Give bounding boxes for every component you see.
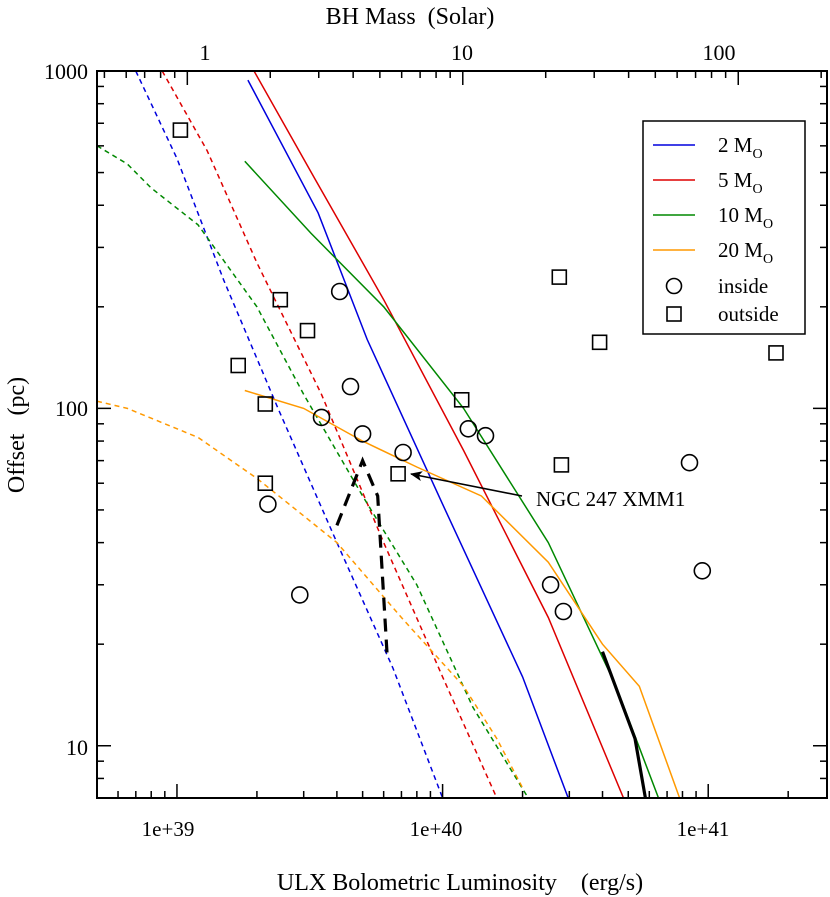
- inside-point-2: [290, 586, 309, 604]
- legend-label-10m: 10 MO: [718, 203, 773, 232]
- y-tick-label-1: 10: [66, 735, 88, 760]
- annotation-arrow: [410, 471, 523, 497]
- inside-point-8: [459, 419, 478, 438]
- outside-point-7: [390, 465, 406, 482]
- tick-layer: [96, 71, 827, 799]
- legend-circle-icon: [665, 277, 683, 295]
- inside-point-12: [680, 453, 699, 472]
- outside-point-8: [453, 391, 470, 408]
- top-tick-label-1: 1: [200, 40, 211, 65]
- inside-point-5: [341, 377, 360, 396]
- series-black-dashed: [335, 456, 389, 660]
- outside-point-2: [230, 357, 246, 374]
- series-20-m: [244, 389, 681, 798]
- x-tick-label-2: 1e+40: [410, 817, 463, 841]
- plot-frame: [96, 70, 828, 799]
- outside-point-4: [257, 475, 274, 492]
- y-tick-label-3: 1000: [44, 59, 88, 84]
- x-axis-label: ULX Bolometric Luminosity (erg/s): [277, 870, 643, 896]
- inside-point-10: [541, 575, 560, 594]
- outside-point-12: [768, 345, 784, 361]
- series-20-m-dashed: [97, 400, 524, 789]
- legend-label-20m: 20 MO: [718, 238, 773, 267]
- legend-label-outside: outside: [718, 302, 779, 326]
- legend-label-5m: 5 MO: [718, 168, 763, 197]
- series-2-m: [247, 79, 569, 798]
- series-5-m: [253, 71, 625, 798]
- legend: 2 MO 5 MO 10 MO 20 MO inside outside: [642, 120, 806, 335]
- inside-point-11: [554, 602, 573, 621]
- x-tick-label-1: 1e+39: [142, 817, 195, 841]
- outside-point-3: [257, 396, 274, 412]
- outside-point-9: [551, 269, 568, 285]
- series-2-m-dashed: [135, 71, 444, 798]
- top-tick-label-3: 100: [703, 40, 736, 65]
- inside-point-4: [330, 282, 349, 301]
- inside-point-6: [353, 425, 372, 443]
- inside-point-7: [394, 443, 412, 462]
- annotation-label: NGC 247 XMM1: [536, 487, 685, 511]
- legend-box: [642, 120, 806, 335]
- top-tick-label-2: 10: [451, 40, 473, 65]
- series-5-m-dashed: [161, 71, 498, 798]
- series-layer: [97, 71, 681, 798]
- outside-point-5: [272, 291, 289, 308]
- x-tick-label-3: 1e+41: [677, 817, 730, 841]
- legend-label-inside: inside: [718, 274, 768, 298]
- y-axis-label: Offset (pc): [4, 377, 30, 493]
- inside-point-9: [476, 426, 495, 445]
- y-tick-label-2: 100: [55, 396, 88, 421]
- series-10-m-dashed: [97, 145, 529, 798]
- outside-point-10: [553, 457, 570, 473]
- outside-point-1: [172, 122, 189, 138]
- inside-point-13: [693, 561, 712, 580]
- series-10-m: [244, 160, 660, 798]
- outside-point-6: [299, 322, 316, 339]
- top-axis-label: BH Mass (Solar): [326, 4, 495, 30]
- inside-point-3: [312, 408, 331, 427]
- legend-label-2m: 2 MO: [718, 133, 763, 162]
- outside-point-11: [591, 334, 608, 351]
- legend-square-icon: [666, 306, 682, 322]
- series-black-solid: [601, 651, 647, 798]
- inside-point-1: [259, 495, 277, 514]
- marker-layer: [172, 122, 784, 621]
